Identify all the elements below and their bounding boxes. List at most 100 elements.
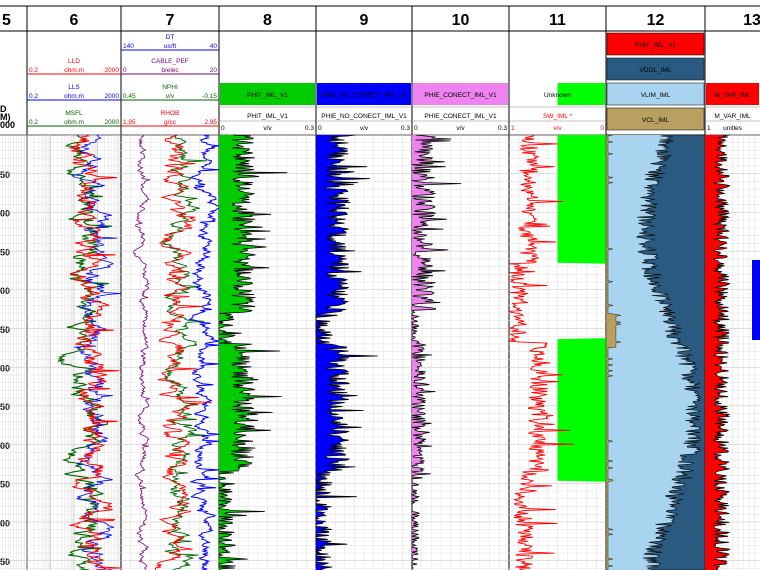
curve-max: 0 — [600, 125, 604, 132]
lls-curve — [71, 134, 121, 570]
track-grid — [0, 134, 27, 570]
track-number-7: 7 — [166, 12, 175, 29]
track-number-5: 5 — [2, 12, 11, 29]
depth-tick-label: 50 — [0, 247, 10, 257]
curve-name: PHIE_CONECT_IML_V1 — [424, 113, 497, 120]
depth-tick-label: 50 — [0, 480, 10, 490]
track-header-t9: PHIE_NO_CONECT_IML_V1 PHIE_NO_CONECT_IML_… — [316, 83, 412, 132]
depth-header: D — [0, 104, 7, 114]
phie-conect-curve — [410, 134, 462, 570]
curve-unit: v/v — [263, 125, 272, 132]
curve-max: 2000 — [105, 93, 120, 100]
curve-min: 0.2 — [29, 93, 38, 100]
hydrocarbon-fill — [557, 135, 606, 570]
rhob-curve — [154, 134, 212, 570]
nphi-curve — [161, 134, 208, 570]
fill-swatch — [706, 83, 759, 105]
curve-min: 0.2 — [29, 119, 38, 126]
phit-curve — [217, 134, 288, 570]
curve-unit: b/elec — [161, 67, 179, 74]
curve-name: PHIT_IML_V1 — [247, 113, 288, 120]
track-number-13: 13 — [743, 12, 760, 29]
curve-max: 2000 — [105, 119, 120, 126]
pef-curve — [133, 134, 151, 570]
depth-tick-label: 00 — [0, 286, 10, 296]
curve-min: 0 — [318, 125, 322, 132]
curve-name: SW_IML * — [543, 113, 572, 120]
curve-max: 0.3 — [305, 125, 314, 132]
curve-name: LLS — [68, 84, 80, 91]
curve-header-dt: DT 140 us/ft 40 — [121, 34, 219, 51]
track-grid — [316, 134, 412, 570]
curve-max: 2.95 — [204, 119, 217, 126]
curve-max: 40 — [210, 43, 218, 50]
track-header-t11: Unknown SW_IML * 1 v/v 0 — [509, 83, 606, 132]
depth-tick-label: 50 — [0, 325, 10, 335]
depth-tick-label: 50 — [0, 557, 10, 567]
clay-fill — [605, 134, 621, 570]
fill-label: PHIE_NO_CONECT_IML_V1 — [321, 92, 407, 99]
curve-max: 2000 — [105, 67, 120, 74]
curve-min: 1 — [707, 125, 711, 132]
curve-name: NPHI — [162, 84, 178, 91]
depth-tick-label: 00 — [0, 209, 10, 219]
curve-max: -0.15 — [202, 93, 217, 100]
fill-swatch — [413, 83, 508, 105]
track-grid — [412, 134, 509, 570]
curve-unit: v/v — [553, 125, 562, 132]
mvar-fill — [705, 135, 730, 570]
curve-min: 0.2 — [29, 67, 38, 74]
curve-name: RHOB — [161, 110, 180, 117]
curve-unit: unitles — [723, 125, 743, 132]
curve-unit: ohm.m — [64, 119, 84, 126]
depth-tick-label: 00 — [0, 518, 10, 528]
lithology-label: VDOL_IML — [639, 67, 672, 74]
fill-swatch — [220, 83, 315, 105]
curve-header-lld: LLD 0.2 ohm.m 2000 — [27, 58, 121, 75]
curve-max: 20 — [210, 67, 218, 74]
lithology-swatch — [606, 57, 705, 81]
curve-unit: v/v — [166, 93, 175, 100]
fill-swatch — [317, 83, 411, 105]
curve-max: 0.3 — [401, 125, 410, 132]
depth-tick-label: 50 — [0, 170, 10, 180]
track-number-10: 10 — [452, 12, 470, 29]
fill-label: M_VAR_IML — [714, 92, 751, 99]
lithology-swatch — [606, 82, 705, 106]
lld-curve — [68, 134, 121, 570]
phie-no-conect-curve — [314, 134, 378, 570]
track-number-8: 8 — [263, 12, 272, 29]
curve-header-rhob: RHOB 1.95 g/cc 2.95 — [121, 110, 219, 127]
mvar-curve — [712, 134, 731, 570]
track-header-12: PHIT_IML_V1 VDOL_IML VLIM_IML VCL_IML — [606, 32, 705, 131]
curve-header-nphi: NPHI 0.45 v/v -0.15 — [121, 84, 219, 101]
phit-fill — [219, 135, 288, 570]
depth-header: M) — [0, 112, 11, 122]
track-header-t10: PHIE_CONECT_IML_V1 PHIE_CONECT_IML_V1 0 v/v… — [412, 83, 509, 132]
curve-min: 0 — [414, 125, 418, 132]
depth-header: 000 — [0, 120, 15, 130]
lithology-label: VLIM_IML — [641, 92, 671, 99]
sw-curve — [508, 135, 575, 570]
track-number-12: 12 — [647, 12, 665, 29]
fill-label: PHIT_IML_V1 — [247, 92, 288, 99]
depth-tick-label: 50 — [0, 402, 10, 412]
curve-min: 1.95 — [123, 119, 136, 126]
fill-label: Unknown — [544, 92, 571, 99]
curve-name: DT — [166, 34, 175, 41]
track-number-6: 6 — [70, 12, 79, 29]
curve-min: 1 — [511, 125, 515, 132]
depth-tick-label: 00 — [0, 364, 10, 374]
curve-unit: g/cc — [164, 119, 177, 126]
lithology-swatch — [606, 32, 705, 56]
curve-unit: us/ft — [164, 43, 176, 50]
curve-min: 0 — [123, 67, 127, 74]
curve-min: 0 — [221, 125, 225, 132]
fill-swatch — [557, 83, 605, 105]
curve-unit: v/v — [360, 125, 369, 132]
curve-min: 0.45 — [123, 93, 136, 100]
phie-conect-fill — [412, 135, 462, 570]
curve-name: PHIE_NO_CONECT_IML_V1 — [321, 113, 407, 120]
fill-label: PHIE_CONECT_IML_V1 — [424, 92, 497, 99]
